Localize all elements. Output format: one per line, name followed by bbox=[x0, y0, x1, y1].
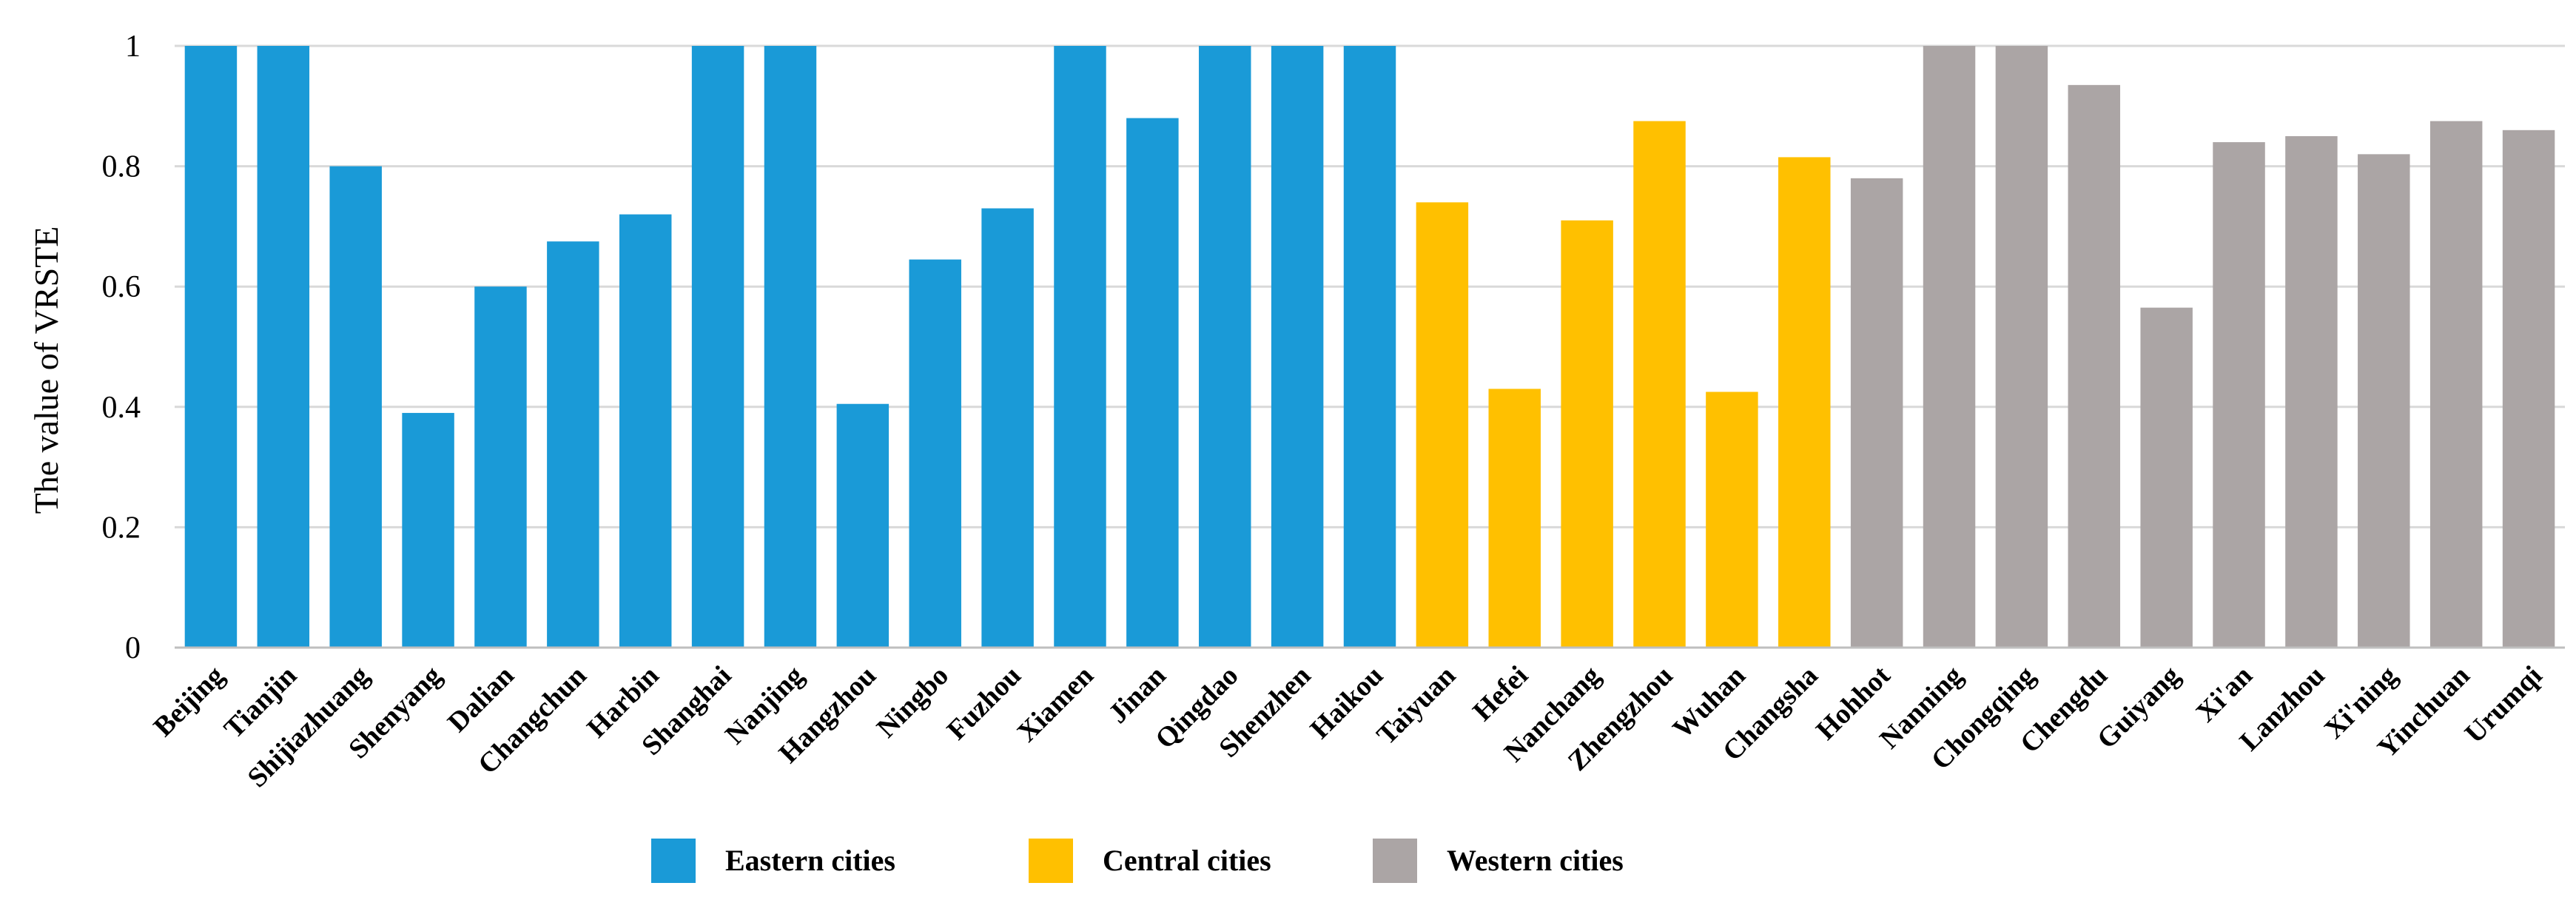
y-tick-label: 0.6 bbox=[102, 270, 141, 304]
x-tick-label: Hefei bbox=[1467, 660, 1534, 728]
bar-fuzhou bbox=[981, 208, 1034, 648]
y-axis-title: The value of VRSTE bbox=[27, 226, 65, 514]
bar-xining bbox=[2358, 154, 2410, 648]
bar-xian bbox=[2213, 142, 2265, 648]
x-tick-labels: BeijingTianjinShijiazhuangShenyangDalian… bbox=[147, 659, 2548, 793]
legend-label-eastern: Eastern cities bbox=[725, 844, 895, 877]
bar-hangzhou bbox=[836, 403, 890, 648]
bar-shenyang bbox=[402, 412, 454, 648]
bar-chengdu bbox=[2068, 84, 2121, 648]
bar-wuhan bbox=[1706, 392, 1758, 648]
bar-yinchuan bbox=[2429, 121, 2483, 648]
legend-label-western: Western cities bbox=[1447, 844, 1624, 877]
bar-shenzhen bbox=[1271, 46, 1324, 648]
bar-zhengzhou bbox=[1633, 121, 1686, 648]
x-tick-label: Fuzhou bbox=[941, 660, 1027, 746]
bar-xiamen bbox=[1054, 46, 1106, 648]
bar-tianjin bbox=[257, 46, 310, 648]
bar-nanning bbox=[1923, 46, 1976, 648]
bar-hefei bbox=[1488, 389, 1541, 648]
x-tick-label: Ningbo bbox=[871, 660, 955, 744]
bar-taiyuan bbox=[1416, 202, 1469, 648]
legend-swatch-eastern bbox=[651, 839, 696, 883]
bar-hohhot bbox=[1850, 178, 1903, 648]
legend-label-central: Central cities bbox=[1103, 844, 1271, 877]
bar-urumqi bbox=[2502, 130, 2555, 648]
bar-qingdao bbox=[1199, 46, 1251, 648]
bars bbox=[184, 46, 2555, 648]
bar-harbin bbox=[619, 214, 672, 648]
x-tick-label: Urumqi bbox=[2459, 660, 2549, 750]
bar-nanchang bbox=[1561, 220, 1613, 648]
legend: Eastern cities Central cities Western citi… bbox=[651, 839, 1624, 883]
bar-ningbo bbox=[909, 259, 961, 648]
y-tick-label: 0.2 bbox=[102, 511, 141, 545]
y-tick-label: 1 bbox=[125, 30, 141, 64]
x-tick-label: Beijing bbox=[147, 660, 230, 743]
bar-shanghai bbox=[691, 46, 744, 648]
y-tick-label: 0 bbox=[125, 631, 141, 665]
bar-beijing bbox=[184, 46, 238, 648]
bar-shijiazhuang bbox=[329, 166, 382, 648]
bar-chongqing bbox=[1995, 46, 2048, 648]
legend-swatch-western bbox=[1373, 839, 1417, 883]
y-tick-label: 0.4 bbox=[102, 391, 141, 425]
x-tick-label: Xi'an bbox=[2190, 660, 2258, 728]
x-tick-label: Taiyuan bbox=[1371, 660, 1462, 751]
y-tick-label: 0.8 bbox=[102, 150, 141, 184]
bar-changchun bbox=[547, 241, 599, 648]
bar-guiyang bbox=[2140, 307, 2193, 648]
bar-lanzhou bbox=[2285, 135, 2338, 648]
x-tick-label: Xiamen bbox=[1012, 660, 1100, 748]
bar-dalian bbox=[474, 286, 527, 648]
legend-swatch-central bbox=[1029, 839, 1073, 883]
y-tick-labels: 0 0.2 0.4 0.6 0.8 1 bbox=[102, 30, 141, 665]
bar-jinan bbox=[1126, 118, 1179, 648]
bar-nanjing bbox=[764, 46, 817, 648]
bar-changsha bbox=[1778, 157, 1831, 648]
bar-haikou bbox=[1343, 46, 1396, 648]
x-tick-label: Jinan bbox=[1103, 660, 1172, 730]
